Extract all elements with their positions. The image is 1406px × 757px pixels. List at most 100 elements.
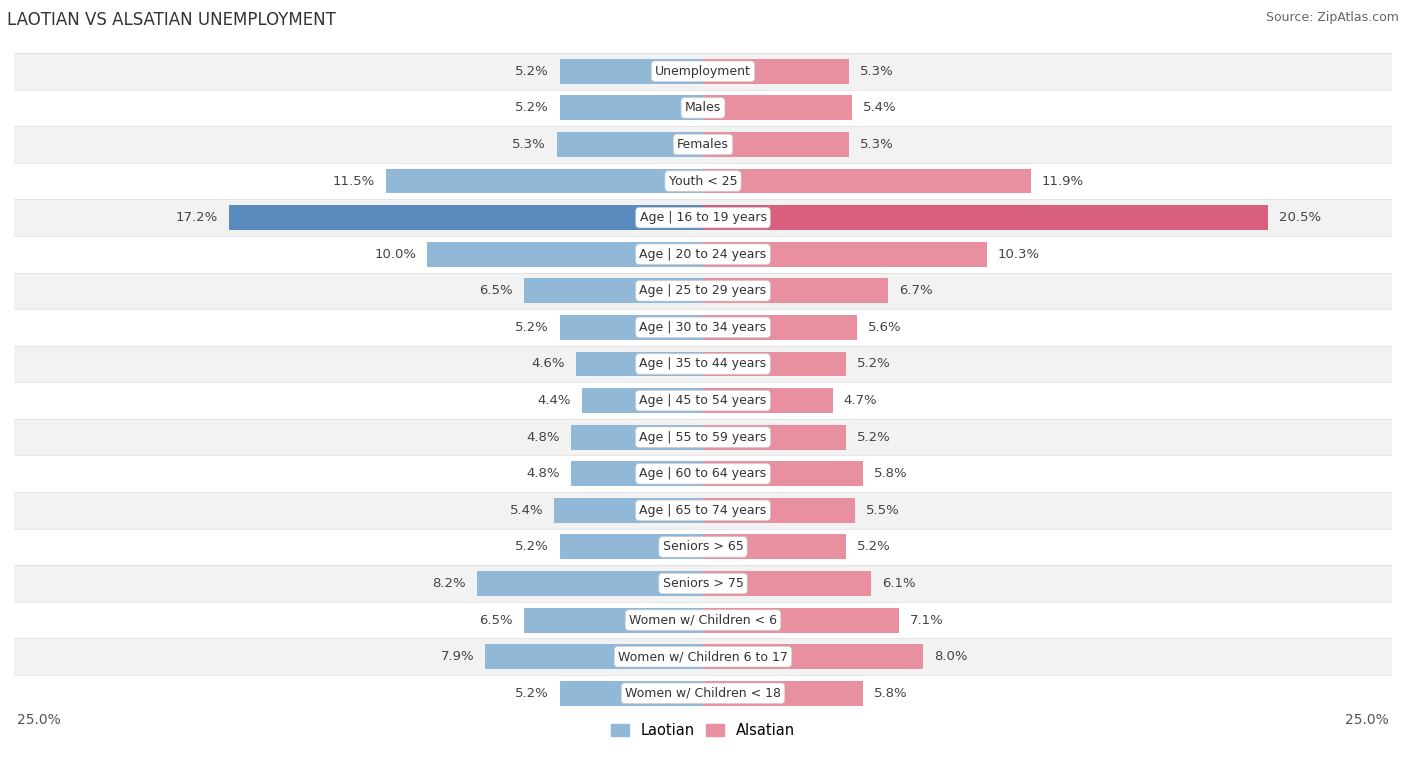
Text: 6.1%: 6.1% [882,577,915,590]
Bar [703,132,849,157]
Bar [14,492,1392,528]
Text: Age | 65 to 74 years: Age | 65 to 74 years [640,504,766,517]
Bar [14,456,1392,492]
Bar [571,461,703,486]
Text: 5.8%: 5.8% [875,467,907,480]
Bar [703,461,863,486]
Text: 25.0%: 25.0% [1346,712,1389,727]
Bar [14,638,1392,675]
Text: 7.9%: 7.9% [440,650,474,663]
Text: Unemployment: Unemployment [655,65,751,78]
Bar [387,169,703,194]
Text: 5.5%: 5.5% [866,504,900,517]
Bar [560,534,703,559]
Bar [560,681,703,706]
Bar [571,425,703,450]
Bar [582,388,703,413]
Text: 11.5%: 11.5% [333,175,375,188]
Text: 11.9%: 11.9% [1042,175,1084,188]
Bar [703,388,832,413]
Bar [703,315,858,340]
Bar [703,241,987,266]
Bar [554,498,703,523]
Bar [477,571,703,596]
Bar [14,528,1392,565]
Bar [703,571,872,596]
Bar [14,236,1392,273]
Bar [14,273,1392,309]
Text: 8.0%: 8.0% [935,650,967,663]
Bar [524,279,703,304]
Bar [14,199,1392,236]
Text: 5.2%: 5.2% [858,357,891,370]
Text: 5.2%: 5.2% [515,101,548,114]
Text: 5.6%: 5.6% [869,321,903,334]
Text: Source: ZipAtlas.com: Source: ZipAtlas.com [1265,11,1399,24]
Bar [524,608,703,633]
Text: 5.2%: 5.2% [515,65,548,78]
Text: Age | 30 to 34 years: Age | 30 to 34 years [640,321,766,334]
Text: 4.4%: 4.4% [537,394,571,407]
Bar [485,644,703,669]
Text: 25.0%: 25.0% [17,712,60,727]
Text: 6.5%: 6.5% [479,614,513,627]
Bar [14,163,1392,199]
Text: 4.8%: 4.8% [526,467,560,480]
Text: Age | 25 to 29 years: Age | 25 to 29 years [640,285,766,298]
Text: Women w/ Children 6 to 17: Women w/ Children 6 to 17 [619,650,787,663]
Text: 5.2%: 5.2% [858,431,891,444]
Bar [14,346,1392,382]
Bar [14,309,1392,346]
Bar [14,89,1392,126]
Bar [703,279,887,304]
Bar [14,53,1392,89]
Bar [703,95,852,120]
Text: 4.6%: 4.6% [531,357,565,370]
Bar [14,675,1392,712]
Bar [14,126,1392,163]
Text: 5.2%: 5.2% [858,540,891,553]
Text: Age | 20 to 24 years: Age | 20 to 24 years [640,248,766,260]
Legend: Laotian, Alsatian: Laotian, Alsatian [606,717,800,744]
Text: 10.0%: 10.0% [374,248,416,260]
Text: 5.2%: 5.2% [515,687,548,699]
Text: Age | 45 to 54 years: Age | 45 to 54 years [640,394,766,407]
Bar [703,681,863,706]
Text: 4.7%: 4.7% [844,394,877,407]
Bar [703,498,855,523]
Bar [229,205,703,230]
Text: Females: Females [678,138,728,151]
Bar [14,602,1392,638]
Text: 5.3%: 5.3% [512,138,546,151]
Text: 6.7%: 6.7% [898,285,932,298]
Text: Youth < 25: Youth < 25 [669,175,737,188]
Text: 5.4%: 5.4% [509,504,543,517]
Text: 5.8%: 5.8% [875,687,907,699]
Bar [560,315,703,340]
Text: Seniors > 75: Seniors > 75 [662,577,744,590]
Bar [14,382,1392,419]
Text: 5.2%: 5.2% [515,540,548,553]
Text: Women w/ Children < 18: Women w/ Children < 18 [626,687,780,699]
Bar [560,95,703,120]
Text: Males: Males [685,101,721,114]
Bar [560,59,703,84]
Bar [14,565,1392,602]
Bar [427,241,703,266]
Text: 5.3%: 5.3% [860,138,894,151]
Text: 20.5%: 20.5% [1279,211,1322,224]
Text: Age | 16 to 19 years: Age | 16 to 19 years [640,211,766,224]
Text: 4.8%: 4.8% [526,431,560,444]
Text: 5.4%: 5.4% [863,101,897,114]
Text: 7.1%: 7.1% [910,614,943,627]
Bar [703,205,1268,230]
Text: Seniors > 65: Seniors > 65 [662,540,744,553]
Text: 17.2%: 17.2% [176,211,218,224]
Bar [703,534,846,559]
Text: 5.3%: 5.3% [860,65,894,78]
Text: Age | 35 to 44 years: Age | 35 to 44 years [640,357,766,370]
Bar [703,608,898,633]
Bar [557,132,703,157]
Text: Women w/ Children < 6: Women w/ Children < 6 [628,614,778,627]
Text: 6.5%: 6.5% [479,285,513,298]
